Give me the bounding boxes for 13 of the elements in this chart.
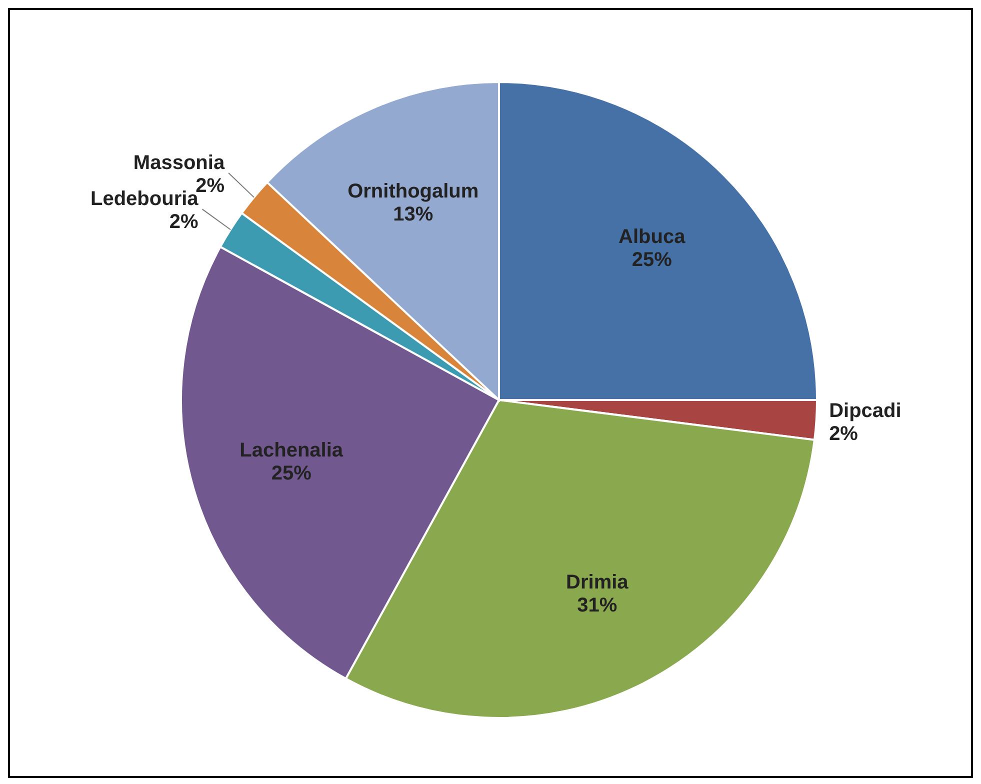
slice-label: Dipcadi: [829, 400, 902, 422]
data-label: 2%: [829, 422, 858, 445]
slice-label: Massonia: [133, 152, 226, 174]
data-label: 31%: [577, 594, 618, 617]
data-label: 2%: [196, 174, 225, 197]
slice-label: Lachenalia: [240, 439, 344, 462]
slice-label: Albuca: [618, 226, 686, 248]
slice-label: Drimia: [566, 572, 630, 594]
data-label: 25%: [632, 249, 672, 272]
data-label: 2%: [169, 211, 198, 234]
data-label: 25%: [271, 462, 312, 484]
data-label: 13%: [393, 204, 434, 226]
slice-label: Ornithogalum: [348, 180, 479, 203]
